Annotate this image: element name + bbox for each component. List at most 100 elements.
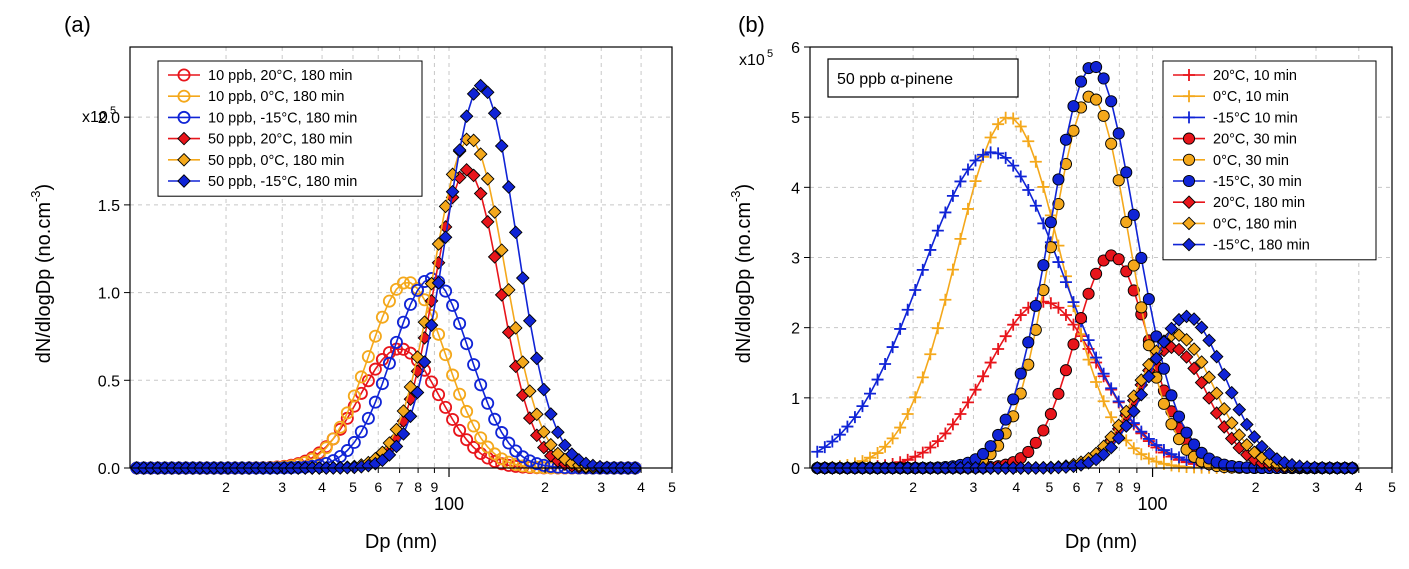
data-point <box>1067 318 1080 331</box>
data-point <box>1135 425 1148 438</box>
x-tick-label: 6 <box>374 479 382 495</box>
data-point <box>340 444 354 458</box>
data-point <box>992 118 1005 131</box>
y-tick-label: 1.0 <box>98 286 120 303</box>
data-point <box>1157 397 1170 410</box>
data-point <box>1217 402 1232 416</box>
data-point <box>864 387 877 400</box>
data-point <box>481 396 495 410</box>
data-point <box>487 205 502 219</box>
panel-b-label: (b) <box>738 12 765 37</box>
y-tick-label: 0.0 <box>98 461 120 478</box>
data-point <box>474 431 488 445</box>
legend-label: 20°C, 30 min <box>1213 132 1297 148</box>
y-tick-label: 4 <box>791 180 800 197</box>
data-point <box>1014 367 1027 380</box>
data-point <box>1037 259 1050 272</box>
y-multiplier-exponent: 5 <box>767 48 773 60</box>
data-point <box>368 362 382 376</box>
annotation-box <box>827 58 1019 98</box>
data-point <box>1059 133 1073 146</box>
data-point <box>453 316 467 330</box>
x-axis-label: Dp (nm) <box>365 531 437 553</box>
y-tick-label: 0.5 <box>98 373 120 390</box>
data-point <box>1090 351 1103 364</box>
data-point <box>1104 440 1119 455</box>
data-point <box>347 399 361 413</box>
data-point <box>871 447 884 460</box>
x-tick-label: 5 <box>1046 479 1054 495</box>
data-point <box>984 440 997 453</box>
data-point <box>999 151 1012 164</box>
data-point <box>984 131 997 144</box>
data-point <box>1059 276 1072 289</box>
data-point <box>939 206 952 219</box>
data-point <box>494 139 509 153</box>
data-point <box>1164 321 1179 336</box>
data-point <box>1232 428 1247 442</box>
data-point <box>1037 180 1050 193</box>
data-point <box>961 396 974 409</box>
legend-label: -15°C 10 min <box>1213 110 1298 126</box>
grid <box>130 47 673 468</box>
data-point <box>969 175 982 188</box>
x-tick-label: 9 <box>431 479 439 495</box>
data-point <box>1165 459 1178 472</box>
data-point <box>1111 431 1126 445</box>
data-point <box>382 448 397 462</box>
data-point <box>1142 293 1155 306</box>
data-point <box>1232 402 1247 417</box>
x-ticks: 2 3 4 5 6 7 8 9 2 3 4 5 100 <box>222 468 676 514</box>
legend-label: 10 ppb, -15°C, 180 min <box>208 110 357 126</box>
data-point <box>347 435 361 449</box>
data-point <box>1014 170 1027 183</box>
data-point <box>1097 367 1110 380</box>
data-point <box>1150 455 1163 468</box>
data-point <box>1188 438 1201 451</box>
x-ticks: 2 3 4 5 6 7 8 9 2 3 4 5 100 <box>909 468 1396 514</box>
data-point <box>466 133 481 148</box>
data-point <box>515 355 530 369</box>
data-point <box>1112 174 1125 187</box>
data-point <box>818 441 831 454</box>
data-point <box>551 425 565 440</box>
data-point <box>1209 386 1224 401</box>
data-point <box>375 377 389 391</box>
data-point <box>1007 159 1020 172</box>
data-point <box>389 439 404 454</box>
x-tick-label: 5 <box>349 479 357 495</box>
data-point <box>1097 72 1110 85</box>
data-point <box>909 450 922 463</box>
data-point <box>495 452 509 466</box>
y-multiplier: x10 <box>82 109 108 126</box>
data-point <box>1202 333 1216 348</box>
data-point <box>1209 349 1224 364</box>
data-point <box>946 263 959 276</box>
data-point <box>382 356 396 370</box>
data-point <box>961 202 974 215</box>
data-point <box>516 450 530 464</box>
x-tick-label: 2 <box>541 479 549 495</box>
annotation-text: 50 ppb α-pinene <box>837 71 953 88</box>
data-point <box>954 232 967 245</box>
data-point <box>375 310 389 324</box>
data-point <box>1007 112 1020 125</box>
data-point <box>1120 216 1133 229</box>
data-point <box>969 383 982 396</box>
data-point <box>438 230 453 245</box>
x-tick-label: 5 <box>668 479 676 495</box>
data-point <box>466 168 481 183</box>
data-point <box>515 271 530 285</box>
data-point <box>473 186 488 201</box>
data-point <box>1149 351 1164 366</box>
data-point <box>1165 448 1178 461</box>
x-tick-label: 3 <box>278 479 286 495</box>
legend-marker <box>1182 237 1196 252</box>
legend-label: 0°C, 30 min <box>1213 153 1289 169</box>
data-point <box>1127 208 1140 221</box>
data-point <box>488 412 502 426</box>
data-point <box>977 148 990 161</box>
x-tick-label: 2 <box>1252 479 1260 495</box>
legend-marker <box>177 174 191 188</box>
